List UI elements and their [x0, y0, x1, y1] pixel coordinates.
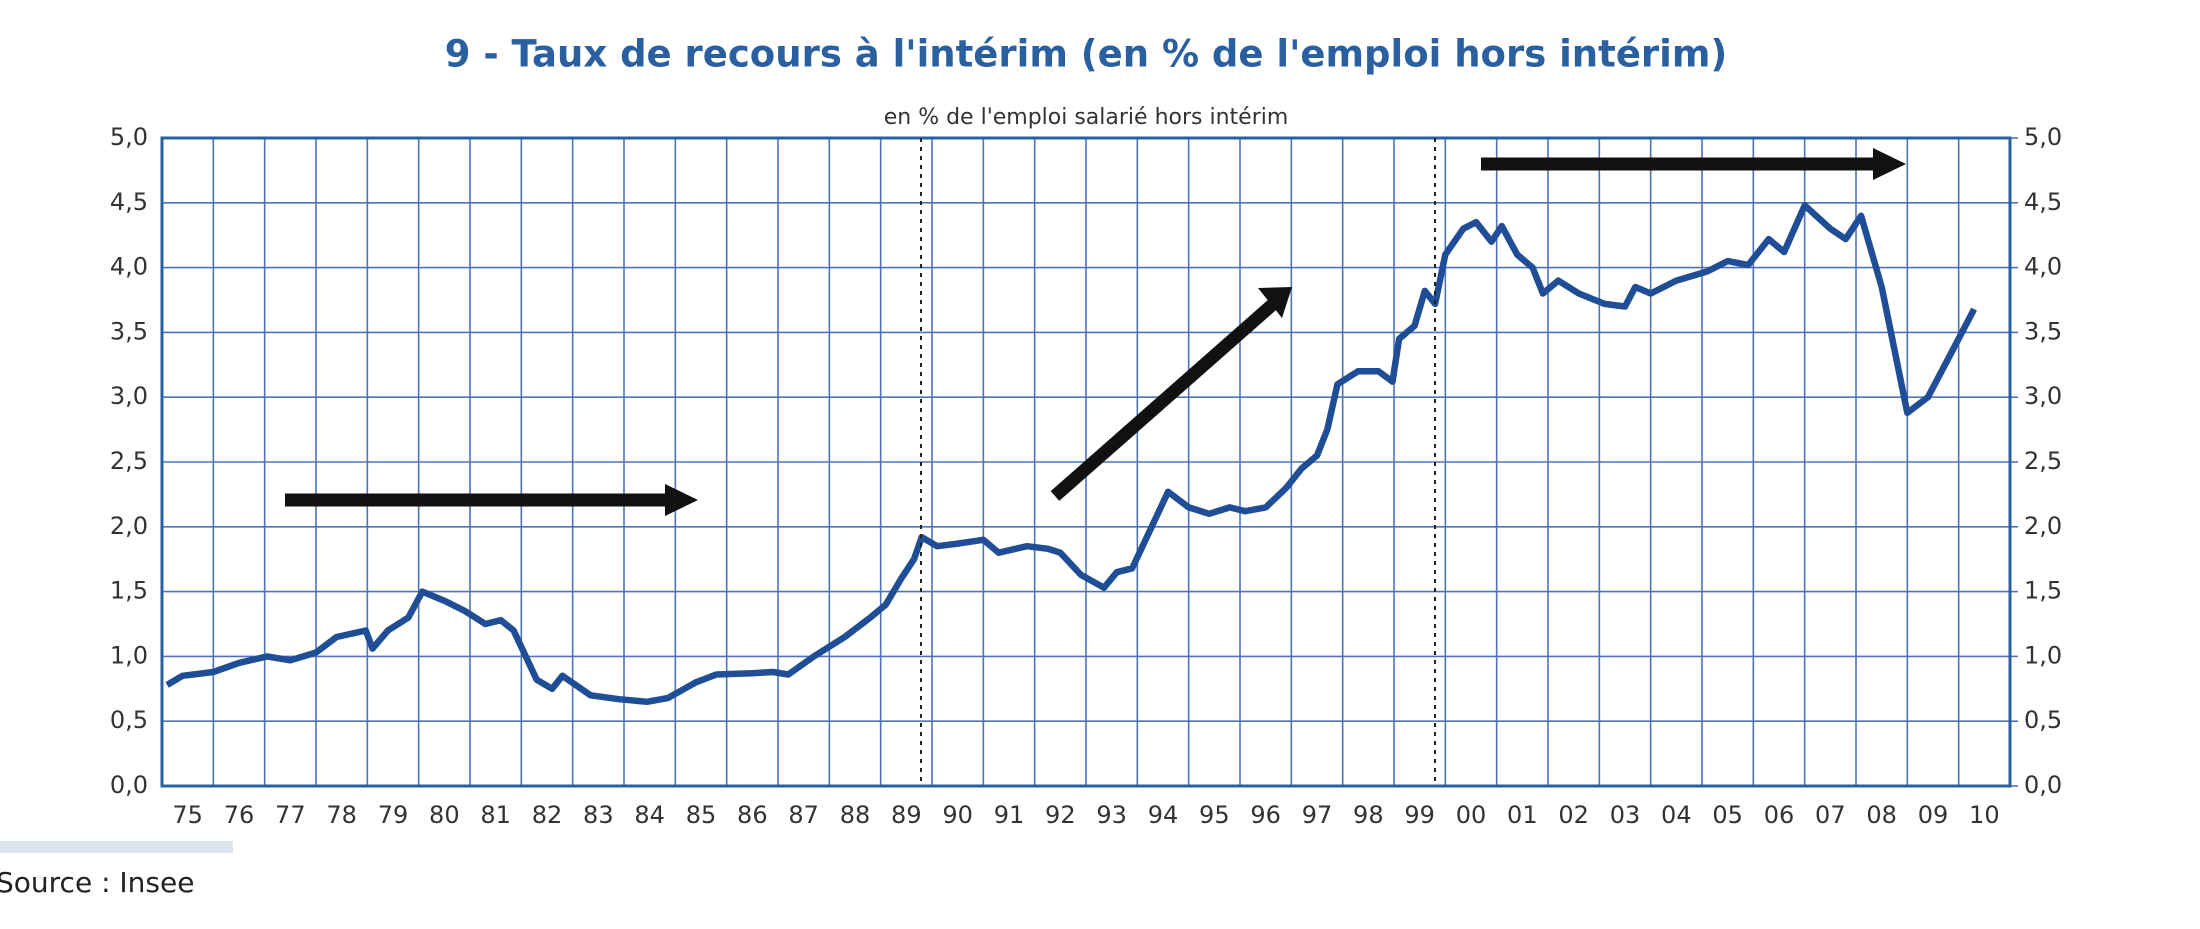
- x-tick-label: 75: [172, 801, 203, 829]
- arrow-head: [1873, 148, 1906, 180]
- y2-tick-label: 2,0: [2024, 512, 2062, 540]
- x-tick-label: 92: [1045, 801, 1076, 829]
- y2-tick-label: 2,5: [2024, 447, 2062, 475]
- y2-tick-label: 0,0: [2024, 771, 2062, 799]
- x-tick-label: 10: [1969, 801, 2000, 829]
- x-tick-label: 76: [224, 801, 255, 829]
- x-tick-label: 84: [634, 801, 665, 829]
- y-tick-label: 0,0: [110, 771, 148, 799]
- x-tick-label: 99: [1404, 801, 1435, 829]
- y-tick-label: 4,0: [110, 253, 148, 281]
- x-tick-label: 95: [1199, 801, 1230, 829]
- x-tick-label: 80: [429, 801, 460, 829]
- arrow: [1050, 300, 1277, 501]
- y2-tick-label: 1,5: [2024, 577, 2062, 605]
- x-tick-label: 05: [1712, 801, 1743, 829]
- x-tick-label: 88: [840, 801, 871, 829]
- x-tick-label: 91: [994, 801, 1025, 829]
- y-tick-label: 5,0: [110, 123, 148, 151]
- y2-tick-label: 5,0: [2024, 123, 2062, 151]
- y-tick-label: 1,5: [110, 577, 148, 605]
- y-tick-label: 3,5: [110, 317, 148, 345]
- y-tick-label: 1,0: [110, 641, 148, 669]
- x-tick-label: 04: [1661, 801, 1692, 829]
- x-tick-label: 93: [1096, 801, 1127, 829]
- x-tick-label: 01: [1507, 801, 1538, 829]
- y-tick-label: 2,5: [110, 447, 148, 475]
- y-tick-label: 2,0: [110, 512, 148, 540]
- x-tick-label: 82: [532, 801, 563, 829]
- annotations: [285, 138, 1906, 786]
- x-tick-label: 08: [1866, 801, 1897, 829]
- data-line: [165, 202, 1977, 706]
- arrow-head: [665, 484, 698, 516]
- x-tick-label: 94: [1148, 801, 1179, 829]
- x-tick-label: 86: [737, 801, 768, 829]
- y-tick-label: 4,5: [110, 188, 148, 216]
- chart-title: 9 - Taux de recours à l'intérim (en % de…: [445, 33, 1728, 76]
- y2-tick-label: 3,5: [2024, 317, 2062, 345]
- x-tick-label: 06: [1764, 801, 1795, 829]
- arrow-head: [1258, 287, 1292, 318]
- x-tick-label: 89: [891, 801, 922, 829]
- y-tick-label: 3,0: [110, 382, 148, 410]
- x-tick-label: 81: [480, 801, 511, 829]
- chart-subtitle: en % de l'emploi salarié hors intérim: [884, 105, 1289, 130]
- x-tick-label: 83: [583, 801, 614, 829]
- x-tick-label: 85: [686, 801, 717, 829]
- x-tick-label: 96: [1250, 801, 1281, 829]
- x-tick-label: 02: [1558, 801, 1589, 829]
- plot-area: 0,0 0,5 1,0 1,5 2,0 2,5 3,0 3,5 4,0 4,5 5,0 0,0 0,5 1…: [110, 123, 2062, 829]
- x-tick-label: 03: [1610, 801, 1641, 829]
- source: Source : Insee: [0, 866, 194, 899]
- x-tick-label: 07: [1815, 801, 1846, 829]
- x-tick-label: 77: [275, 801, 306, 829]
- y-tick-label: 0,5: [110, 706, 148, 734]
- x-tick-label: 09: [1918, 801, 1949, 829]
- x-tick-label: 00: [1456, 801, 1487, 829]
- x-tick-label: 98: [1353, 801, 1384, 829]
- y2-tick-label: 1,0: [2024, 641, 2062, 669]
- x-tick-label: 78: [326, 801, 357, 829]
- source-bar: [0, 841, 233, 853]
- y2-tick-label: 3,0: [2024, 382, 2062, 410]
- x-tick-label: 87: [788, 801, 819, 829]
- y2-tick-label: 4,0: [2024, 253, 2062, 281]
- y2-tick-label: 4,5: [2024, 188, 2062, 216]
- x-tick-label: 97: [1302, 801, 1333, 829]
- plot-frame: [160, 136, 2012, 788]
- x-tick-label: 90: [942, 801, 973, 829]
- x-tick-label: 79: [378, 801, 409, 829]
- y2-tick-label: 0,5: [2024, 706, 2062, 734]
